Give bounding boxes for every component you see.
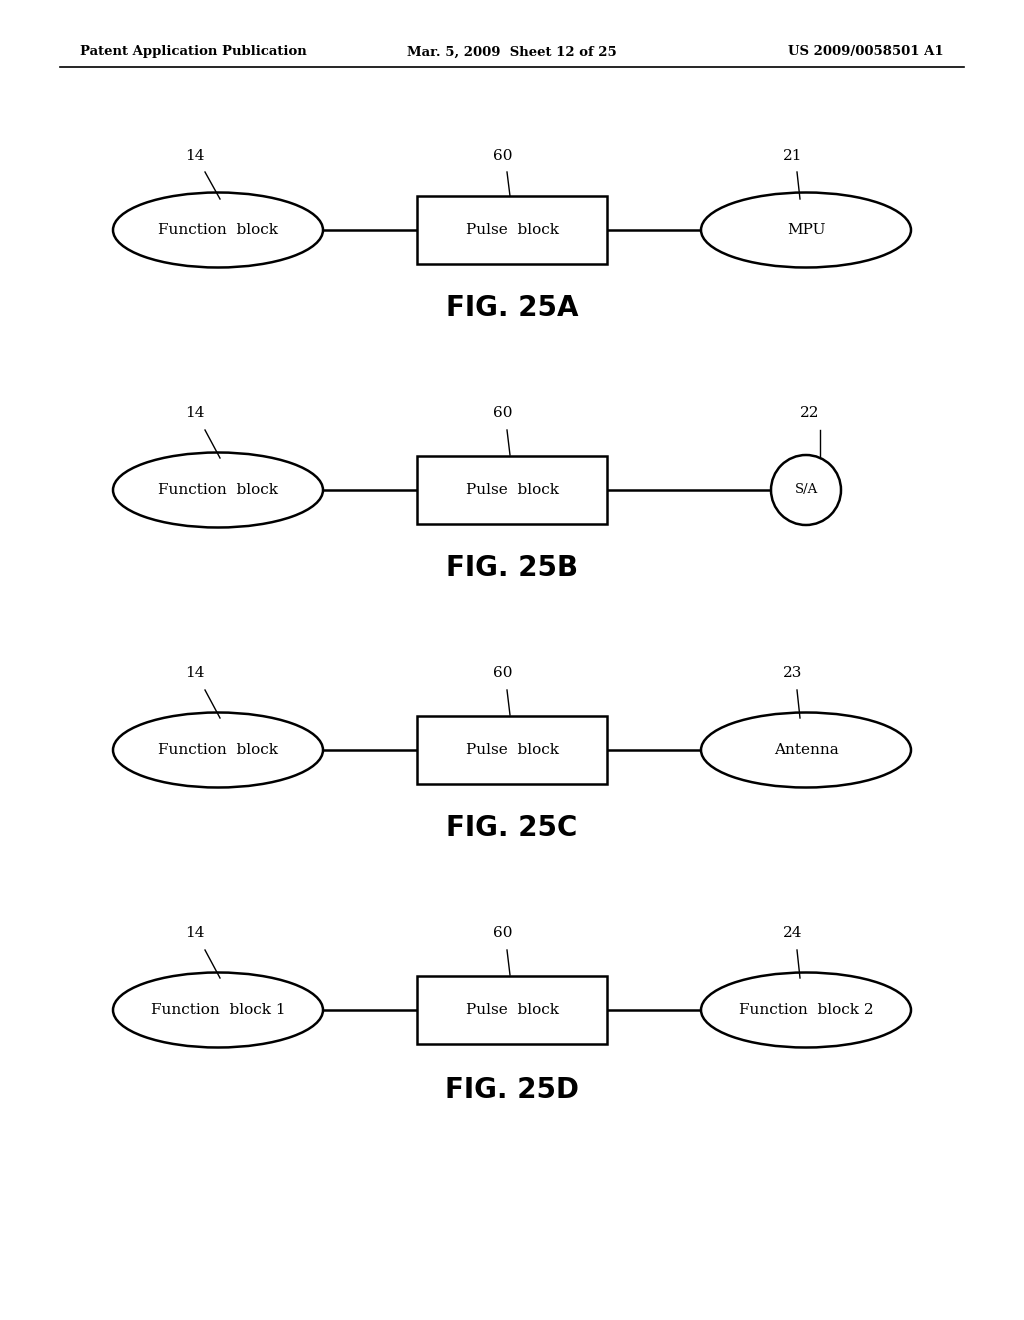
Text: Function  block: Function block xyxy=(158,743,278,756)
Ellipse shape xyxy=(701,973,911,1048)
Text: Function  block: Function block xyxy=(158,483,278,498)
Text: 60: 60 xyxy=(494,667,513,680)
Text: 60: 60 xyxy=(494,927,513,940)
FancyBboxPatch shape xyxy=(417,455,607,524)
Text: 14: 14 xyxy=(185,407,205,420)
Text: FIG. 25C: FIG. 25C xyxy=(446,814,578,842)
Text: S/A: S/A xyxy=(795,483,817,496)
FancyBboxPatch shape xyxy=(417,715,607,784)
Text: Patent Application Publication: Patent Application Publication xyxy=(80,45,307,58)
Text: Function  block 2: Function block 2 xyxy=(738,1003,873,1016)
Text: 22: 22 xyxy=(800,407,820,420)
Ellipse shape xyxy=(701,713,911,788)
Text: Antenna: Antenna xyxy=(773,743,839,756)
Text: US 2009/0058501 A1: US 2009/0058501 A1 xyxy=(788,45,944,58)
Text: FIG. 25B: FIG. 25B xyxy=(445,554,579,582)
Text: FIG. 25D: FIG. 25D xyxy=(445,1076,579,1104)
Ellipse shape xyxy=(113,193,323,268)
Text: Mar. 5, 2009  Sheet 12 of 25: Mar. 5, 2009 Sheet 12 of 25 xyxy=(408,45,616,58)
Ellipse shape xyxy=(113,453,323,528)
Text: 21: 21 xyxy=(783,149,803,162)
Text: MPU: MPU xyxy=(786,223,825,238)
Text: 23: 23 xyxy=(783,667,803,680)
FancyBboxPatch shape xyxy=(417,195,607,264)
Text: 14: 14 xyxy=(185,667,205,680)
Text: 14: 14 xyxy=(185,927,205,940)
FancyBboxPatch shape xyxy=(417,975,607,1044)
Text: Function  block: Function block xyxy=(158,223,278,238)
Text: 24: 24 xyxy=(783,927,803,940)
Text: Pulse  block: Pulse block xyxy=(466,1003,558,1016)
Ellipse shape xyxy=(701,193,911,268)
Text: Function  block 1: Function block 1 xyxy=(151,1003,286,1016)
Text: 60: 60 xyxy=(494,407,513,420)
Text: FIG. 25A: FIG. 25A xyxy=(445,294,579,322)
Ellipse shape xyxy=(771,455,841,525)
Text: 14: 14 xyxy=(185,149,205,162)
Text: 60: 60 xyxy=(494,149,513,162)
Ellipse shape xyxy=(113,713,323,788)
Text: Pulse  block: Pulse block xyxy=(466,223,558,238)
Ellipse shape xyxy=(113,973,323,1048)
Text: Pulse  block: Pulse block xyxy=(466,743,558,756)
Text: Pulse  block: Pulse block xyxy=(466,483,558,498)
